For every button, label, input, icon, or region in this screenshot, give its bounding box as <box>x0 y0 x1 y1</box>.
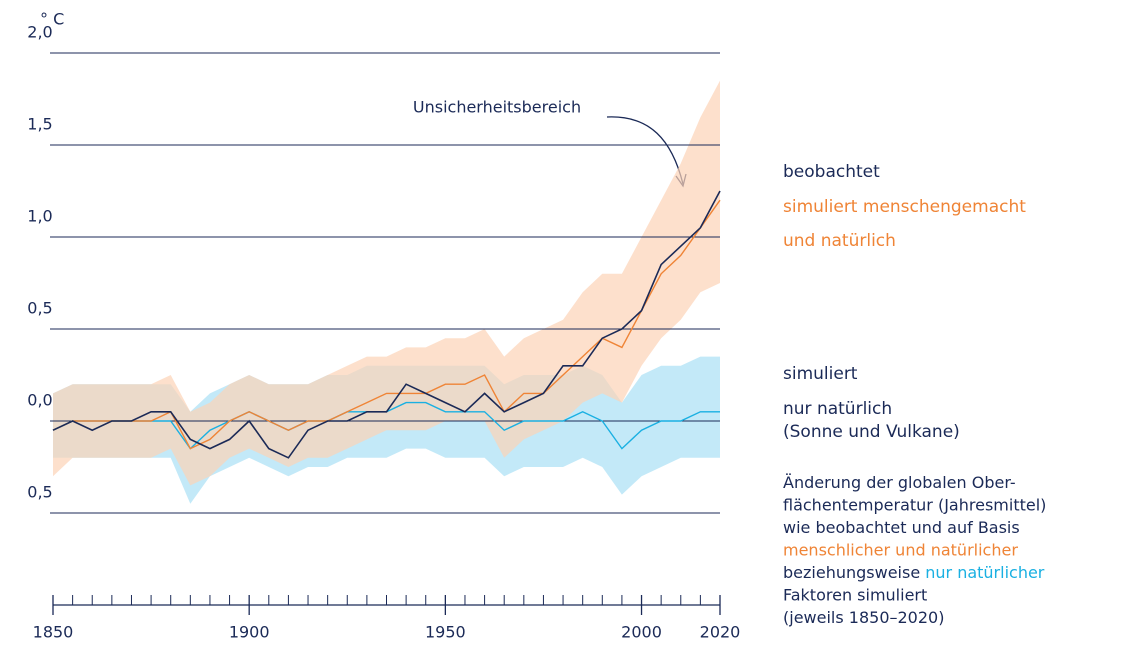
x-tick-label: 1950 <box>425 623 466 642</box>
note-text: Faktoren simuliert <box>783 585 927 604</box>
note-text: beziehungsweise <box>783 563 925 582</box>
legend-entry: (Sonne und Vulkane) <box>783 422 960 442</box>
y-tick-label: 2,0 <box>27 23 52 42</box>
legend-entry: beobachtet <box>783 162 880 182</box>
y-tick-label: 0,0 <box>27 391 52 410</box>
x-tick-label: 2000 <box>621 623 662 642</box>
legend-entry: simuliert menschengemacht und natürlich <box>783 197 1026 251</box>
data-line <box>52 190 721 459</box>
y-tick-label: 1,5 <box>27 115 52 134</box>
note-text: wie beobachtet und auf Basis <box>783 518 1020 537</box>
y-tick-label: 0,5 <box>27 299 52 318</box>
x-tick-label: 1850 <box>33 623 74 642</box>
legend-line: simuliert menschengemacht <box>783 197 1026 217</box>
annotation: Unsicherheitsbereich <box>413 98 581 117</box>
y-tick-label: 0,5 <box>27 483 52 502</box>
note-text: Änderung der globalen Ober- <box>783 473 1016 492</box>
note-line: (jeweils 1850–2020) <box>783 608 944 627</box>
note-line: flächentemperatur (Jahresmittel) <box>783 495 1046 514</box>
y-axis-label: ° C <box>40 10 64 29</box>
note-line: wie beobachtet und auf Basis <box>783 518 1020 537</box>
x-tick-label: 1900 <box>229 623 270 642</box>
note-text: nur natürlicher <box>925 563 1045 582</box>
note-line: menschlicher und natürlicher <box>783 540 1018 559</box>
note-text: (jeweils 1850–2020) <box>783 608 944 627</box>
note-line: Faktoren simuliert <box>783 585 927 604</box>
x-tick-label: 2020 <box>700 623 741 642</box>
legend-line: und natürlich <box>783 231 896 251</box>
data-line <box>52 199 721 450</box>
y-tick-label: 1,0 <box>27 207 52 226</box>
note-line: Änderung der globalen Ober- <box>783 473 1016 492</box>
note-line: beziehungsweise nur natürlicher <box>783 563 1045 582</box>
legend-entry: nur natürlich <box>783 399 892 419</box>
legend-entry: simuliert <box>783 364 858 384</box>
note-text: flächentemperatur (Jahresmittel) <box>783 495 1046 514</box>
annotation-arrow <box>606 116 684 185</box>
note-text: menschlicher und natürlicher <box>783 540 1018 559</box>
